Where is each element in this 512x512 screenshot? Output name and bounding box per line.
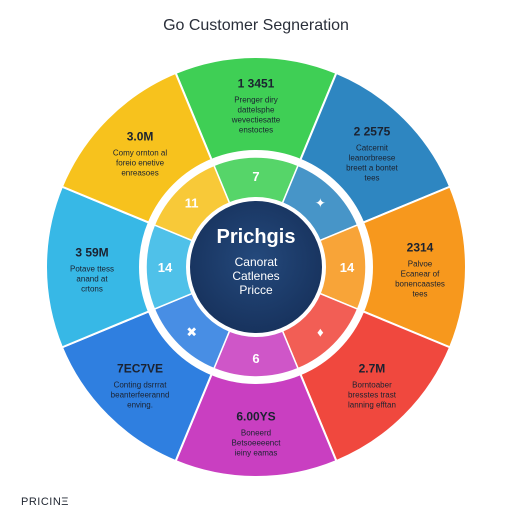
segment-desc-line-orange: Ecanear of [401,270,440,279]
segment-desc-line-royal: Conting dsrrrat [114,380,168,389]
segment-desc-line-green: wevectiesatte [231,116,281,125]
segment-value-cyan: 3 59M [75,246,108,260]
segment-desc-line-magenta: Boneerd [241,429,271,438]
segment-desc-line-royal: enving. [127,400,153,409]
segment-value-red: 2.7M [359,361,386,375]
segment-desc-line-cyan: Potave ttess [70,265,114,274]
inner-label-green: 7 [252,169,259,184]
segment-desc-line-blue: breett a bontet [346,164,398,173]
inner-label-royal: ✖ [186,324,197,339]
center-line-2: Catlenes [232,269,279,283]
segment-desc-line-orange: Palvoe [408,260,433,269]
page-title: Go Customer Segneration [163,17,349,34]
segment-desc-line-yellow: foreio enetive [116,159,165,168]
inner-label-blue: ✦ [315,196,326,211]
segment-desc-line-blue: tees [364,174,379,183]
segment-desc-line-green: dattelsphe [238,106,275,115]
segment-value-magenta: 6.00YS [236,410,275,424]
segment-value-blue: 2 2575 [354,125,391,139]
segment-desc-line-magenta: Betsoeeeenct [232,439,282,448]
center-hub [186,197,326,337]
inner-label-red: ♦ [317,324,324,339]
segment-desc-line-orange: bonencaastes [395,280,445,289]
segment-desc-line-red: Borntoaber [352,380,392,389]
segment-desc-line-green: enstoctes [239,126,273,135]
segment-desc-line-royal: beanterfeerannd [111,390,170,399]
segment-desc-line-red: bresstes trast [348,390,397,399]
segment-desc-line-orange: tees [412,290,427,299]
segment-desc-line-yellow: enreasoes [121,169,158,178]
segment-desc-line-magenta: ieiny eamas [235,449,278,458]
segment-desc-line-cyan: crtons [81,285,103,294]
segment-desc-line-cyan: anand at [76,275,108,284]
segment-value-royal: 7EC7VE [117,361,163,375]
center-line-1: Canorat [235,255,278,269]
segment-desc-line-yellow: Comy ornton al [113,149,167,158]
inner-label-orange: 14 [340,260,355,275]
inner-label-yellow: 11 [185,196,199,211]
segment-desc-line-green: Prenger diry [234,96,278,105]
segment-desc-line-blue: leanorbreese [349,154,396,163]
center-heading: Prichgis [217,226,296,248]
segment-desc-line-red: lanning efftan [348,400,396,409]
brand-logo-text: PRICINΞ [21,496,69,508]
center-line-3: Pricce [239,283,273,297]
inner-label-cyan: 14 [158,260,173,275]
segment-value-orange: 2314 [407,241,434,255]
segment-value-yellow: 3.0M [127,130,154,144]
segment-value-green: 1 3451 [238,77,275,91]
white-ring [140,151,372,383]
inner-label-magenta: 6 [252,351,259,366]
segment-desc-line-blue: Catcernit [356,144,389,153]
